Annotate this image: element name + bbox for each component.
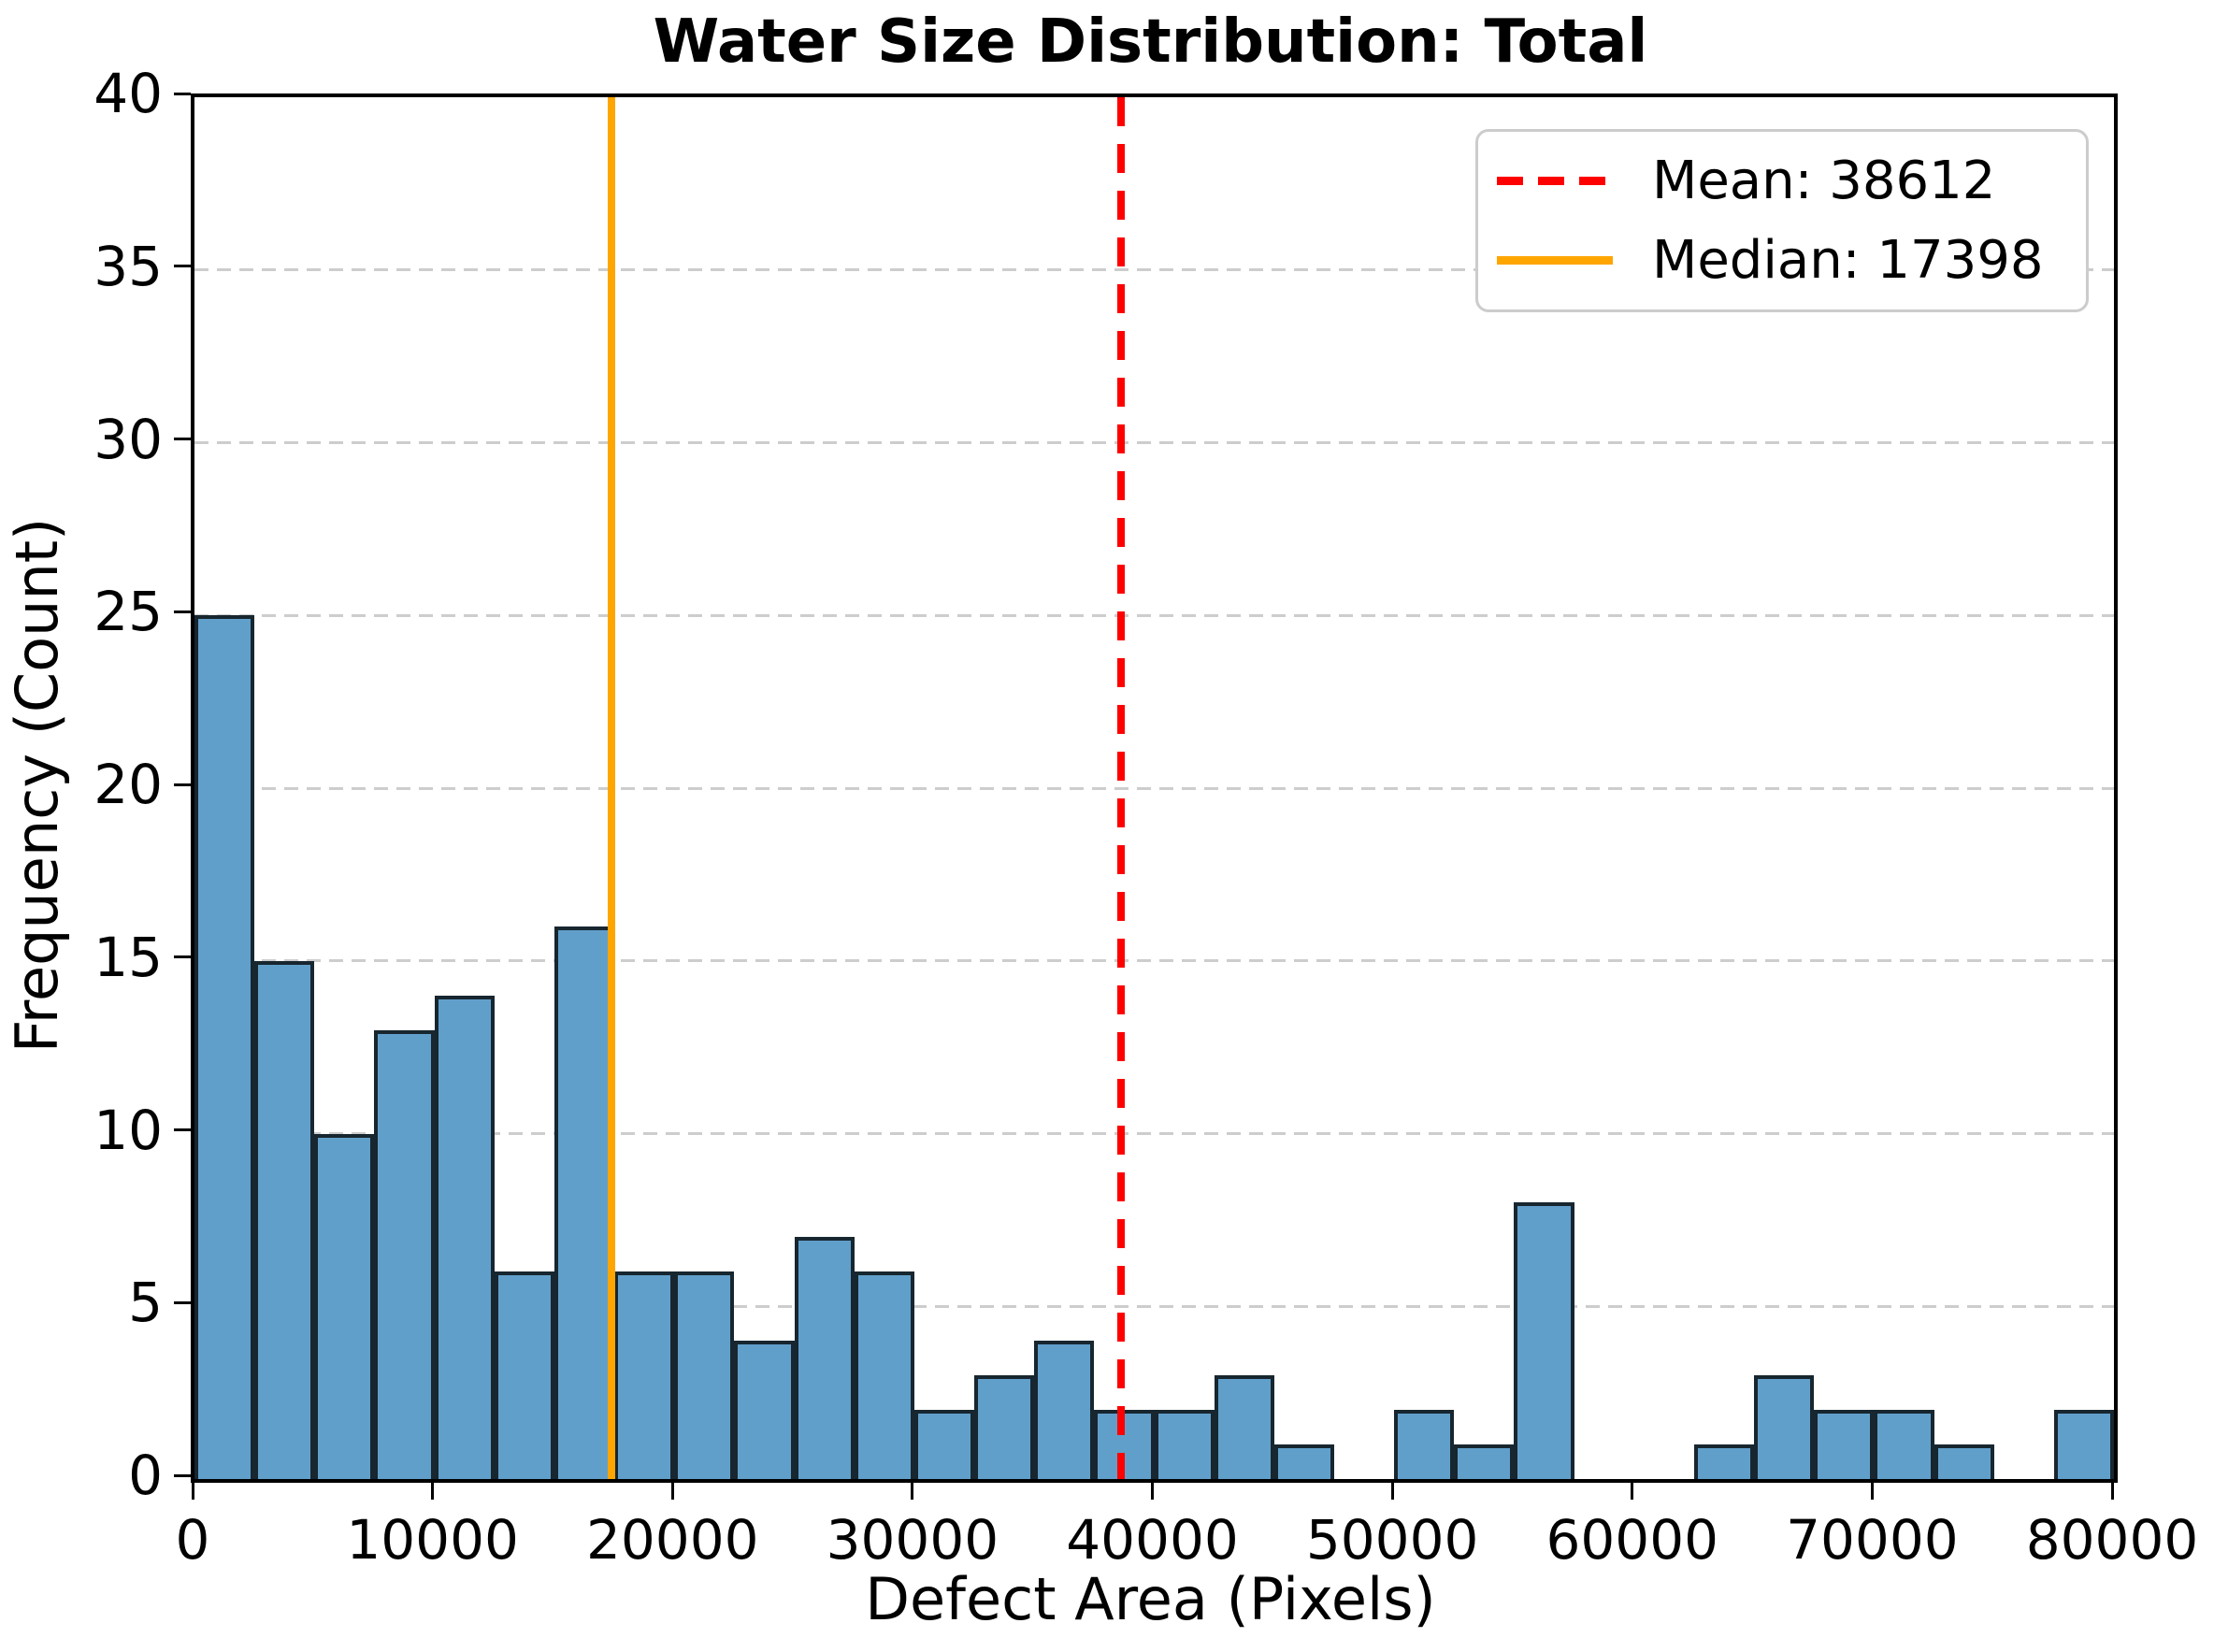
legend-row-mean: Mean: 38612: [1478, 151, 2086, 211]
mean-line: [1116, 97, 1125, 1479]
x-tick: [1870, 1483, 1874, 1500]
histogram-bar: [254, 960, 315, 1479]
x-tick: [670, 1483, 674, 1500]
x-tick-label: 10000: [346, 1508, 519, 1572]
histogram-bar: [1154, 1410, 1215, 1479]
y-tick: [174, 783, 191, 786]
gridline-y-25: [194, 613, 2114, 617]
histogram-bar: [734, 1341, 795, 1479]
y-tick-label: 25: [93, 580, 163, 644]
x-tick-label: 40000: [1066, 1508, 1239, 1572]
histogram-bar: [1514, 1202, 1574, 1479]
y-tick-label: 35: [93, 234, 163, 298]
x-tick: [431, 1483, 435, 1500]
histogram-bar: [1693, 1444, 1755, 1479]
legend-label-median: Median: 17398: [1652, 230, 2044, 291]
x-tick-label: 50000: [1305, 1508, 1479, 1572]
histogram-bar: [854, 1271, 914, 1479]
histogram-bar: [494, 1271, 554, 1479]
y-tick-label: 20: [93, 753, 163, 816]
mean-line-sample: [1497, 177, 1613, 185]
x-tick-label: 20000: [585, 1508, 759, 1572]
histogram-bar: [194, 615, 255, 1479]
histogram-bar: [374, 1029, 435, 1479]
histogram-bar: [913, 1410, 975, 1479]
median-line: [608, 97, 616, 1479]
histogram-bar: [674, 1271, 735, 1479]
histogram-bar: [1454, 1444, 1515, 1479]
x-axis-label: Defect Area (Pixels): [865, 1565, 1436, 1633]
y-tick: [174, 265, 191, 268]
histogram-bar: [314, 1133, 375, 1479]
gridline-y-5: [194, 1304, 2114, 1308]
chart-title: Water Size Distribution: Total: [653, 7, 1648, 77]
histogram-bar: [1273, 1444, 1334, 1479]
x-tick-label: 0: [175, 1508, 210, 1572]
legend-label-mean: Mean: 38612: [1652, 151, 1996, 211]
x-tick: [1390, 1483, 1394, 1500]
histogram-bar: [1874, 1410, 1934, 1479]
median-line-sample: [1497, 256, 1613, 265]
histogram-bar: [554, 926, 615, 1479]
histogram-bar: [1214, 1375, 1274, 1479]
x-tick-label: 80000: [2025, 1508, 2199, 1572]
histogram-bar: [2053, 1410, 2114, 1479]
y-tick: [174, 1128, 191, 1131]
y-tick: [174, 1300, 191, 1304]
x-tick: [191, 1483, 194, 1500]
histogram-bar: [1034, 1341, 1095, 1479]
x-tick: [2110, 1483, 2114, 1500]
legend-row-median: Median: 17398: [1478, 230, 2086, 291]
x-tick: [1631, 1483, 1634, 1500]
gridline-y-10: [194, 1132, 2114, 1135]
gridline-y-35: [194, 268, 2114, 272]
y-tick-label: 10: [93, 1098, 163, 1162]
y-tick-label: 15: [93, 925, 163, 989]
legend: Mean: 38612 Median: 17398: [1475, 129, 2089, 312]
histogram-bar: [974, 1375, 1035, 1479]
y-tick-label: 0: [128, 1444, 163, 1507]
x-tick-label: 70000: [1786, 1508, 1959, 1572]
y-tick: [174, 610, 191, 613]
x-tick-label: 60000: [1545, 1508, 1718, 1572]
y-tick-label: 30: [93, 407, 163, 471]
y-tick: [174, 955, 191, 959]
histogram-bar: [434, 995, 495, 1479]
gridline-y-30: [194, 441, 2114, 444]
plot-area: Mean: 38612 Median: 17398: [191, 93, 2118, 1483]
histogram-bar: [1754, 1375, 1815, 1479]
histogram-bar: [1394, 1410, 1455, 1479]
y-tick-label: 5: [128, 1271, 163, 1335]
x-tick: [911, 1483, 914, 1500]
gridline-y-15: [194, 959, 2114, 963]
gridline-y-20: [194, 786, 2114, 790]
y-tick: [174, 438, 191, 440]
histogram-bar: [614, 1271, 675, 1479]
histogram-bar: [794, 1237, 855, 1479]
histogram-bar: [1814, 1410, 1875, 1479]
histogram-bar: [1934, 1444, 1994, 1479]
y-tick: [174, 92, 191, 95]
y-tick-label: 40: [93, 62, 163, 125]
y-tick: [174, 1473, 191, 1477]
x-tick-label: 30000: [826, 1508, 999, 1572]
x-tick: [1151, 1483, 1154, 1500]
